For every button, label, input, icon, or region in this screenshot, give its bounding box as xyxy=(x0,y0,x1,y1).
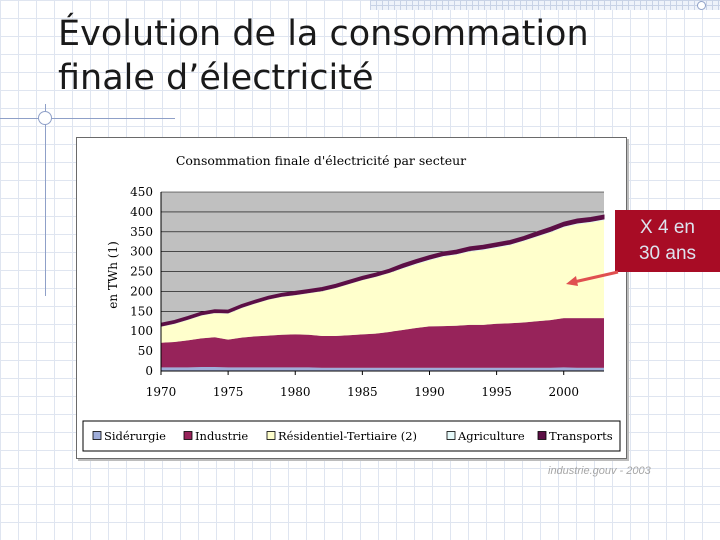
slide-title: Évolution de la consommation finale d’él… xyxy=(58,12,658,100)
growth-annotation: X 4 en 30 ans xyxy=(615,210,720,272)
legend-swatch xyxy=(266,431,276,440)
legend-label: Industrie xyxy=(195,429,248,443)
source-caption: industrie.gouv - 2003 xyxy=(548,465,651,477)
legend-swatch xyxy=(446,431,456,440)
y-tick-label: 200 xyxy=(130,284,153,298)
legend-swatch xyxy=(537,431,547,440)
y-axis-label: en TWh (1) xyxy=(106,241,120,309)
y-tick-label: 50 xyxy=(138,344,153,358)
y-tick-label: 450 xyxy=(130,185,153,199)
top-decoration-dot xyxy=(697,1,706,10)
slide-title-line-2: finale d’électricité xyxy=(58,58,374,98)
legend-box xyxy=(82,420,621,452)
y-tick-label: 0 xyxy=(145,364,153,378)
x-tick-label: 1990 xyxy=(414,385,445,399)
decorative-rule-vertical xyxy=(45,104,46,296)
legend-label: Sidérurgie xyxy=(104,429,166,443)
x-tick-label: 1975 xyxy=(213,385,244,399)
chart: Consommation finale d'électricité par se… xyxy=(82,153,621,452)
y-tick-label: 250 xyxy=(130,265,153,279)
decorative-rule-horizontal xyxy=(0,118,175,119)
legend-label: Résidentiel-Tertiaire (2) xyxy=(278,429,417,443)
legend-swatch xyxy=(183,431,193,440)
y-tick-label: 100 xyxy=(130,324,153,338)
x-tick-label: 1985 xyxy=(347,385,378,399)
legend-label: Transports xyxy=(549,429,613,443)
x-tick-label: 1995 xyxy=(481,385,512,399)
y-tick-label: 300 xyxy=(130,245,153,259)
y-tick-label: 350 xyxy=(130,225,153,239)
area-residentiel-tertiaire xyxy=(161,220,604,343)
x-tick-label: 2000 xyxy=(548,385,579,399)
y-tick-label: 400 xyxy=(130,205,153,219)
y-tick-label: 150 xyxy=(130,304,153,318)
decorative-circle xyxy=(38,111,52,125)
legend-swatch xyxy=(92,431,102,440)
growth-annotation-line-1: X 4 en xyxy=(640,217,695,238)
area-transports xyxy=(160,214,605,327)
chart-frame: Consommation finale d'électricité par se… xyxy=(76,137,627,459)
area-siderurgie xyxy=(161,367,604,371)
annotation-arrow xyxy=(566,270,619,286)
x-tick-label: 1980 xyxy=(280,385,311,399)
area-industrie xyxy=(161,318,604,368)
chart-title: Consommation finale d'électricité par se… xyxy=(176,153,466,168)
legend-label: Agriculture xyxy=(457,429,525,443)
slide-title-line-1: Évolution de la consommation xyxy=(58,14,589,54)
growth-annotation-line-2: 30 ans xyxy=(638,243,697,264)
top-decoration-band xyxy=(370,0,720,10)
x-tick-label: 1970 xyxy=(146,385,177,399)
